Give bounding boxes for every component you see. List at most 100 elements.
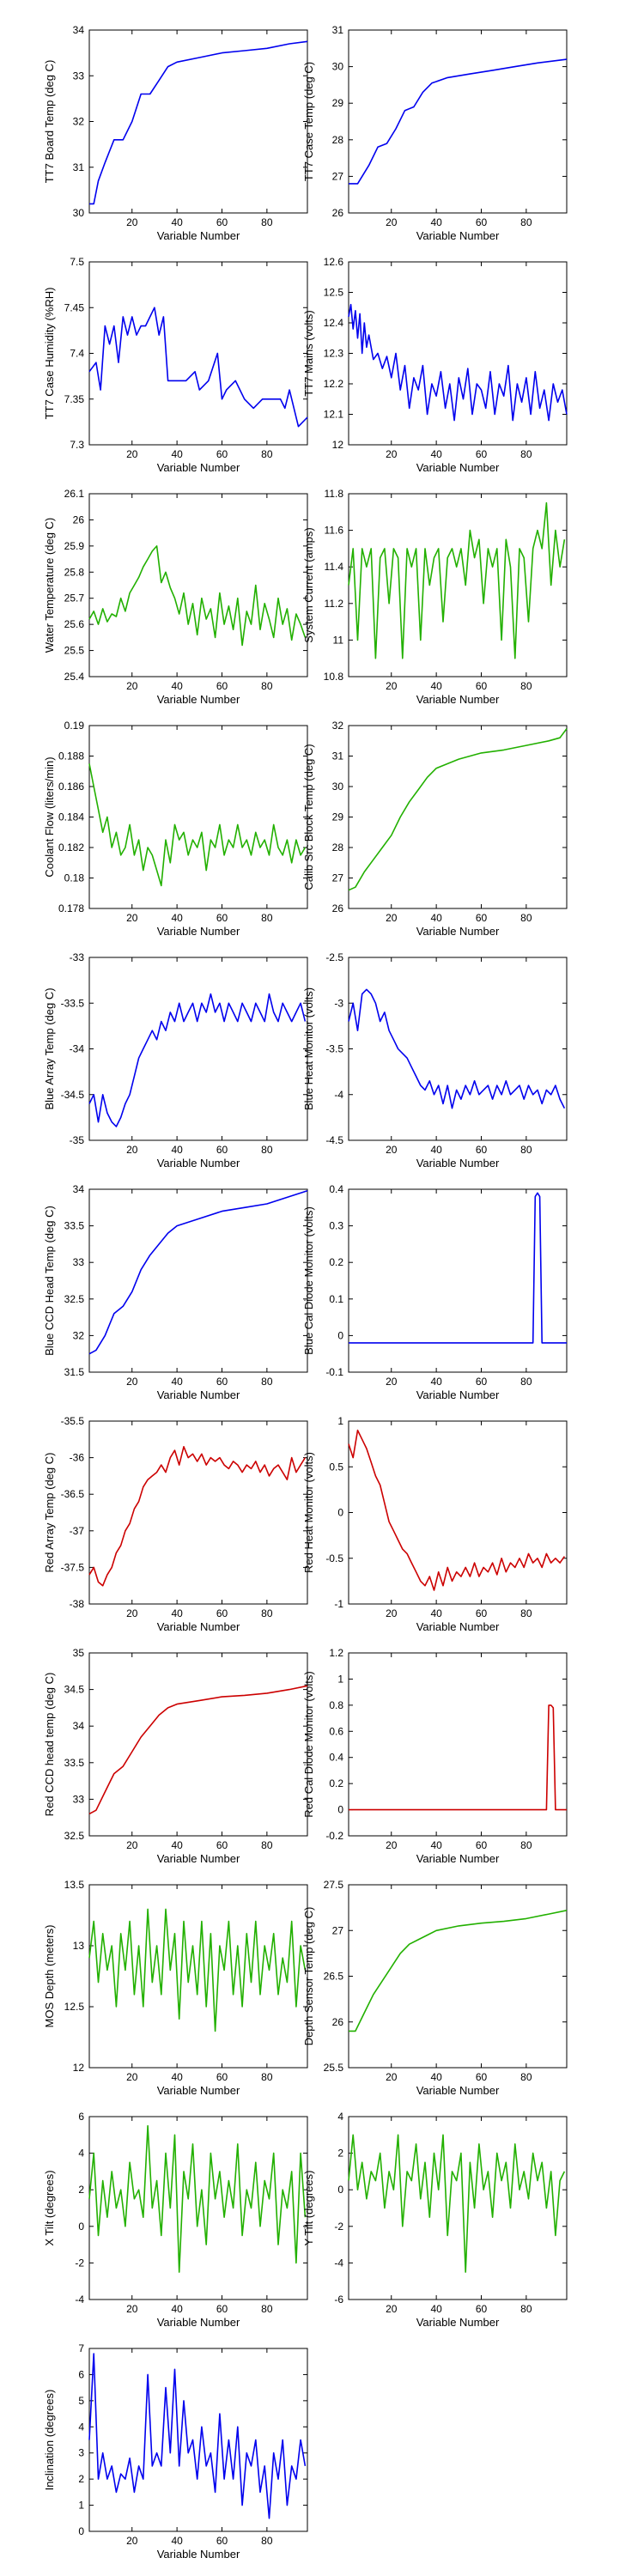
x-tick-label: 40 [171,1607,183,1619]
x-tick-label: 20 [126,1607,138,1619]
x-tick-label: 40 [430,1839,442,1851]
x-tick-label: 60 [476,1376,488,1388]
x-tick-label: 80 [261,1839,273,1851]
x-tick-label: 40 [430,680,442,692]
y-tick-label: 25.7 [64,592,85,605]
y-axis-label: X Tilt (degrees) [43,2170,56,2245]
y-tick-label: -34.5 [61,1089,85,1101]
y-tick-label: -35.5 [61,1415,85,1427]
x-axis-label: Variable Number [416,925,500,938]
x-tick-label: 60 [476,2071,488,2083]
x-tick-label: 60 [476,1607,488,1619]
x-tick-label: 80 [520,1376,532,1388]
x-axis-label: Variable Number [416,1388,500,1401]
x-tick-label: 80 [261,216,273,228]
y-tick-label: -3.5 [325,1043,343,1055]
x-tick-label: 40 [430,2303,442,2315]
y-tick-label: 26.5 [324,1971,344,1983]
plot-frame [348,1884,568,2069]
y-tick-label: 33 [73,70,85,82]
series-line [88,1685,308,1815]
y-tick-label: 27 [332,1924,344,1936]
x-tick-label: 80 [261,1607,273,1619]
x-tick-label: 80 [520,1607,532,1619]
chart-panel: 20 40 60 80 25.5 26 26.5 27 27.5 Variable Number D… [302,1879,568,2097]
x-tick-label: 20 [126,448,138,460]
chart-panel: 20 40 60 80 30 31 32 33 34 Variable Number TT7 Boa… [43,24,308,242]
x-tick-label: 20 [386,1144,398,1156]
y-tick-label: 12.6 [324,256,344,268]
y-tick-label: 28 [332,134,344,146]
x-tick-label: 60 [216,2535,228,2547]
y-tick-label: 31.5 [64,1366,85,1378]
y-tick-label: -4 [75,2293,84,2306]
series-line [88,993,307,1127]
chart-panel: 20 40 60 80 -1 -0.5 0 0.5 1 Variable Number Red He… [302,1415,568,1633]
y-tick-label: -2 [75,2257,84,2269]
y-tick-label: 12.3 [324,348,344,360]
y-tick-label: -2.5 [325,951,343,963]
x-axis-label: Variable Number [157,925,240,938]
y-tick-label: 13.5 [64,1879,85,1891]
x-tick-label: 40 [430,1376,442,1388]
plot-frame [88,2116,308,2300]
y-axis-label: Coolant Flow (liters/min) [43,756,56,877]
x-tick-label: 20 [386,2303,398,2315]
plot-frame [348,1652,568,1837]
x-tick-label: 80 [261,912,273,924]
y-tick-label: 25.6 [64,618,85,630]
plot-frame [88,1420,308,1605]
x-tick-label: 40 [171,1144,183,1156]
x-tick-label: 80 [261,448,273,460]
y-axis-label: Red CCD head temp (deg C) [43,1673,56,1817]
y-tick-label: 12.2 [324,378,344,390]
x-tick-label: 20 [126,1376,138,1388]
chart-panel: 20 40 60 80 0.178 0.18 0.182 0.184 0.186 0.188 0.1… [43,720,308,938]
x-tick-label: 80 [261,2071,273,2083]
y-tick-label: 26 [73,513,85,526]
y-axis-label: MOS Depth (meters) [43,1925,56,2028]
x-tick-label: 60 [216,1144,228,1156]
y-tick-label: 32.5 [64,1293,85,1305]
x-tick-label: 40 [171,2535,183,2547]
x-tick-label: 20 [126,912,138,924]
y-tick-label: 26.1 [64,488,85,500]
y-tick-label: 30 [332,61,344,73]
series-line [88,763,307,887]
y-tick-label: 25.8 [64,566,85,578]
y-tick-label: 13 [73,1940,85,1952]
x-axis-label: Variable Number [157,1388,240,1401]
plot-frame [348,261,568,446]
y-tick-label: 11 [333,634,344,646]
x-tick-label: 20 [386,1376,398,1388]
series-line [348,1429,566,1591]
x-tick-label: 20 [126,1144,138,1156]
y-tick-label: 12 [73,2062,85,2074]
x-axis-label: Variable Number [416,229,500,242]
y-tick-label: 0 [78,2221,84,2233]
y-tick-label: 0.4 [329,1183,343,1195]
y-tick-label: -4 [334,2257,343,2269]
chart-panel: 20 40 60 80 31.5 32 32.5 33 33.5 34 Variable Numbe… [43,1183,308,1401]
x-tick-label: 20 [386,912,398,924]
plot-frame [88,1652,308,1837]
x-tick-label: 80 [520,216,532,228]
y-tick-label: 7.45 [64,301,85,313]
x-tick-label: 60 [216,2071,228,2083]
y-tick-label: 26 [332,207,344,219]
y-tick-label: 33.5 [64,1757,85,1769]
x-tick-label: 40 [430,1144,442,1156]
y-tick-label: 1 [337,1673,343,1685]
y-tick-label: 0.188 [58,750,84,762]
plot-frame [88,725,308,909]
x-tick-label: 60 [216,912,228,924]
y-tick-label: 6 [78,2368,84,2380]
plot-frame [348,29,568,214]
y-tick-label: -4 [334,1089,343,1101]
y-tick-label: 0 [337,2184,343,2196]
y-tick-label: -35 [70,1134,85,1146]
plot-frame [88,29,308,214]
y-tick-label: 31 [332,750,344,762]
y-tick-label: 26 [332,2016,344,2028]
